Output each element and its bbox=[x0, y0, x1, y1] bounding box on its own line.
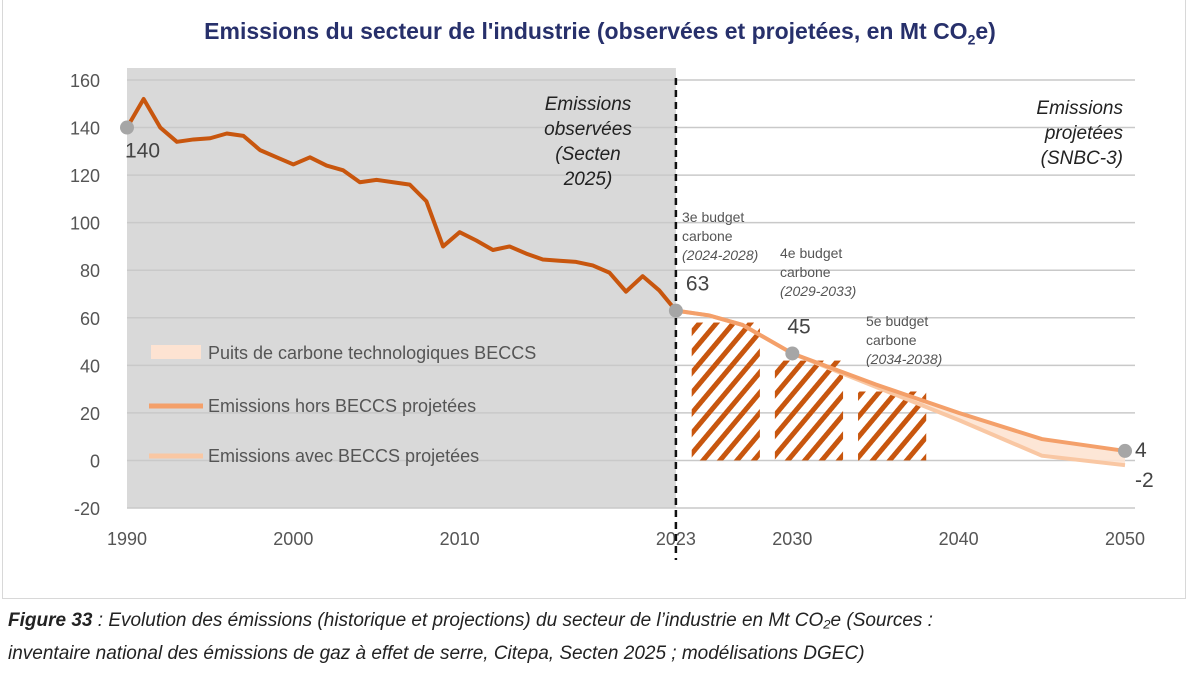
legend-label-avec-beccs: Emissions avec BECCS projetées bbox=[208, 446, 479, 466]
series-hors-beccs-line bbox=[675, 308, 1126, 453]
projected-annotation: Emissions bbox=[1036, 98, 1123, 119]
data-point-marker bbox=[785, 346, 800, 361]
budget-label: (2024-2028) bbox=[682, 247, 758, 263]
title-text: Emissions du secteur de l'industrie (obs… bbox=[204, 18, 968, 44]
y-tick-label: 40 bbox=[80, 356, 100, 376]
y-tick-label: 120 bbox=[70, 166, 100, 186]
beccs-band bbox=[675, 310, 1125, 466]
projected-annotation: (SNBC-3) bbox=[1041, 148, 1123, 169]
observed-annotation: observées bbox=[544, 119, 632, 140]
budget-label: 3e budget bbox=[682, 209, 744, 225]
point-label: 140 bbox=[125, 140, 160, 163]
observed-annotation: Emissions bbox=[545, 94, 632, 115]
legend-label-beccs-band: Puits de carbone technologiques BECCS bbox=[208, 343, 536, 363]
observed-annotation: (Secten bbox=[555, 144, 620, 165]
x-tick-label: 2030 bbox=[772, 529, 812, 549]
chart-title: Emissions du secteur de l'industrie (obs… bbox=[0, 18, 1200, 48]
observed-annotation: 2025) bbox=[563, 169, 613, 190]
x-tick-label: 2010 bbox=[440, 529, 480, 549]
figure-caption-line2: inventaire national des émissions de gaz… bbox=[8, 643, 865, 665]
point-label: 4 bbox=[1135, 439, 1147, 462]
y-tick-label: 20 bbox=[80, 404, 100, 424]
budget-label: 5e budget bbox=[866, 313, 928, 329]
budget-bar-3 bbox=[691, 322, 760, 461]
budget-label: carbone bbox=[682, 228, 733, 244]
observed-period-background bbox=[127, 68, 676, 508]
caption-text-2: inventaire national des émissions de gaz… bbox=[8, 643, 865, 664]
budget-label: 4e budget bbox=[780, 245, 842, 261]
budget-label: (2029-2033) bbox=[780, 283, 856, 299]
data-point-marker bbox=[1118, 443, 1132, 458]
caption-text-1: : Evolution des émissions (historique et… bbox=[92, 610, 933, 631]
budget-bar-4 bbox=[774, 360, 844, 461]
point-label: 63 bbox=[686, 273, 709, 296]
x-tick-label: 2000 bbox=[273, 529, 313, 549]
title-subscript: 2 bbox=[967, 31, 976, 48]
figure-caption-line1: Figure 33 : Evolution des émissions (his… bbox=[8, 610, 933, 632]
x-tick-label: 1990 bbox=[107, 529, 147, 549]
emissions-chart: 160140120100806040200-201990200020102023… bbox=[70, 68, 1154, 560]
y-tick-label: 160 bbox=[70, 71, 100, 91]
y-tick-label: 60 bbox=[80, 309, 100, 329]
legend-swatch-beccs-band bbox=[151, 345, 201, 359]
data-point-marker bbox=[668, 303, 683, 318]
data-point-marker bbox=[120, 120, 134, 135]
budget-label: carbone bbox=[866, 332, 917, 348]
title-end: e) bbox=[975, 18, 996, 44]
budget-label: carbone bbox=[780, 264, 831, 280]
x-tick-label: 2050 bbox=[1105, 529, 1145, 549]
y-tick-label: 100 bbox=[70, 214, 100, 234]
legend-label-hors-beccs: Emissions hors BECCS projetées bbox=[208, 396, 476, 416]
y-tick-label: 80 bbox=[80, 261, 100, 281]
y-tick-label: 140 bbox=[70, 119, 100, 139]
projected-annotation: projetées bbox=[1044, 123, 1124, 144]
point-label: -2 bbox=[1135, 469, 1154, 492]
observed-emissions-line bbox=[125, 97, 678, 312]
budget-label: (2034-2038) bbox=[866, 351, 942, 367]
y-tick-label: 0 bbox=[90, 451, 100, 471]
point-label: 45 bbox=[787, 315, 810, 338]
figure-label: Figure 33 bbox=[8, 610, 93, 631]
x-tick-label: 2040 bbox=[939, 529, 979, 549]
y-tick-label: -20 bbox=[74, 499, 100, 519]
